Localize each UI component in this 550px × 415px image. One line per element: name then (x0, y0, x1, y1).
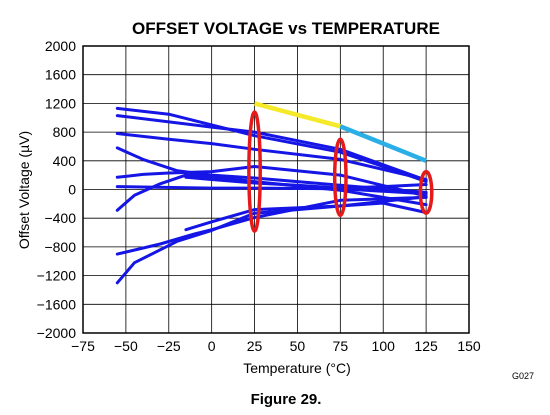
y-tick-label: −2000 (37, 325, 77, 341)
y-tick-label: −800 (44, 239, 76, 255)
highlight-ellipse-1 (247, 110, 262, 233)
highlight-segment-yellow (253, 101, 341, 129)
x-tick-label: −50 (114, 338, 138, 354)
x-tick-label: 0 (208, 338, 216, 354)
chart-title: OFFSET VOLTAGE vs TEMPERATURE (132, 19, 440, 38)
series-line-1 (115, 106, 428, 184)
highlight-segment-cyan (339, 124, 427, 163)
y-tick-labels: −2000 −1600 −1200 −800 −400 0 400 800 1200 1600 20… (37, 38, 77, 341)
x-tick-label: 100 (372, 338, 396, 354)
y-tick-label: 0 (68, 182, 76, 198)
x-axis-label: Temperature (°C) (243, 360, 351, 376)
series-line-2 (115, 114, 428, 182)
y-tick-label: 1600 (45, 67, 76, 83)
series-line-5 (115, 165, 428, 198)
y-tick-label: −1600 (37, 296, 77, 312)
x-tick-label: 75 (333, 338, 349, 354)
y-tick-label: 2000 (45, 38, 76, 54)
x-tick-label: 125 (414, 338, 438, 354)
y-tick-label: 1200 (45, 95, 76, 111)
y-tick-label: −400 (44, 210, 76, 226)
highlight-ellipse-3 (418, 169, 434, 215)
x-tick-labels: −75 −50 −25 0 25 50 75 100 125 150 (71, 338, 481, 354)
plot-frame (82, 45, 470, 334)
series-line-11 (184, 175, 428, 190)
series-line-3 (115, 132, 428, 181)
figure-caption: Figure 29. (251, 391, 322, 408)
y-tick-label: −1200 (37, 268, 77, 284)
x-tick-label: −25 (157, 338, 181, 354)
highlight-ellipse-2 (332, 137, 348, 218)
annotations (247, 110, 434, 233)
data-series (115, 106, 428, 285)
y-tick-label: 800 (53, 124, 77, 140)
y-axis-label: Offset Voltage (µV) (16, 131, 32, 249)
x-tick-label: 25 (247, 338, 263, 354)
highlight-segments (253, 101, 427, 163)
y-tick-label: 400 (53, 153, 77, 169)
series-line-7 (115, 185, 428, 196)
series-line-10 (184, 201, 428, 232)
figure-code: G027 (512, 371, 534, 381)
series-line-8 (115, 195, 428, 256)
x-tick-label: 50 (290, 338, 306, 354)
x-tick-label: −75 (71, 338, 95, 354)
x-tick-label: 150 (457, 338, 481, 354)
